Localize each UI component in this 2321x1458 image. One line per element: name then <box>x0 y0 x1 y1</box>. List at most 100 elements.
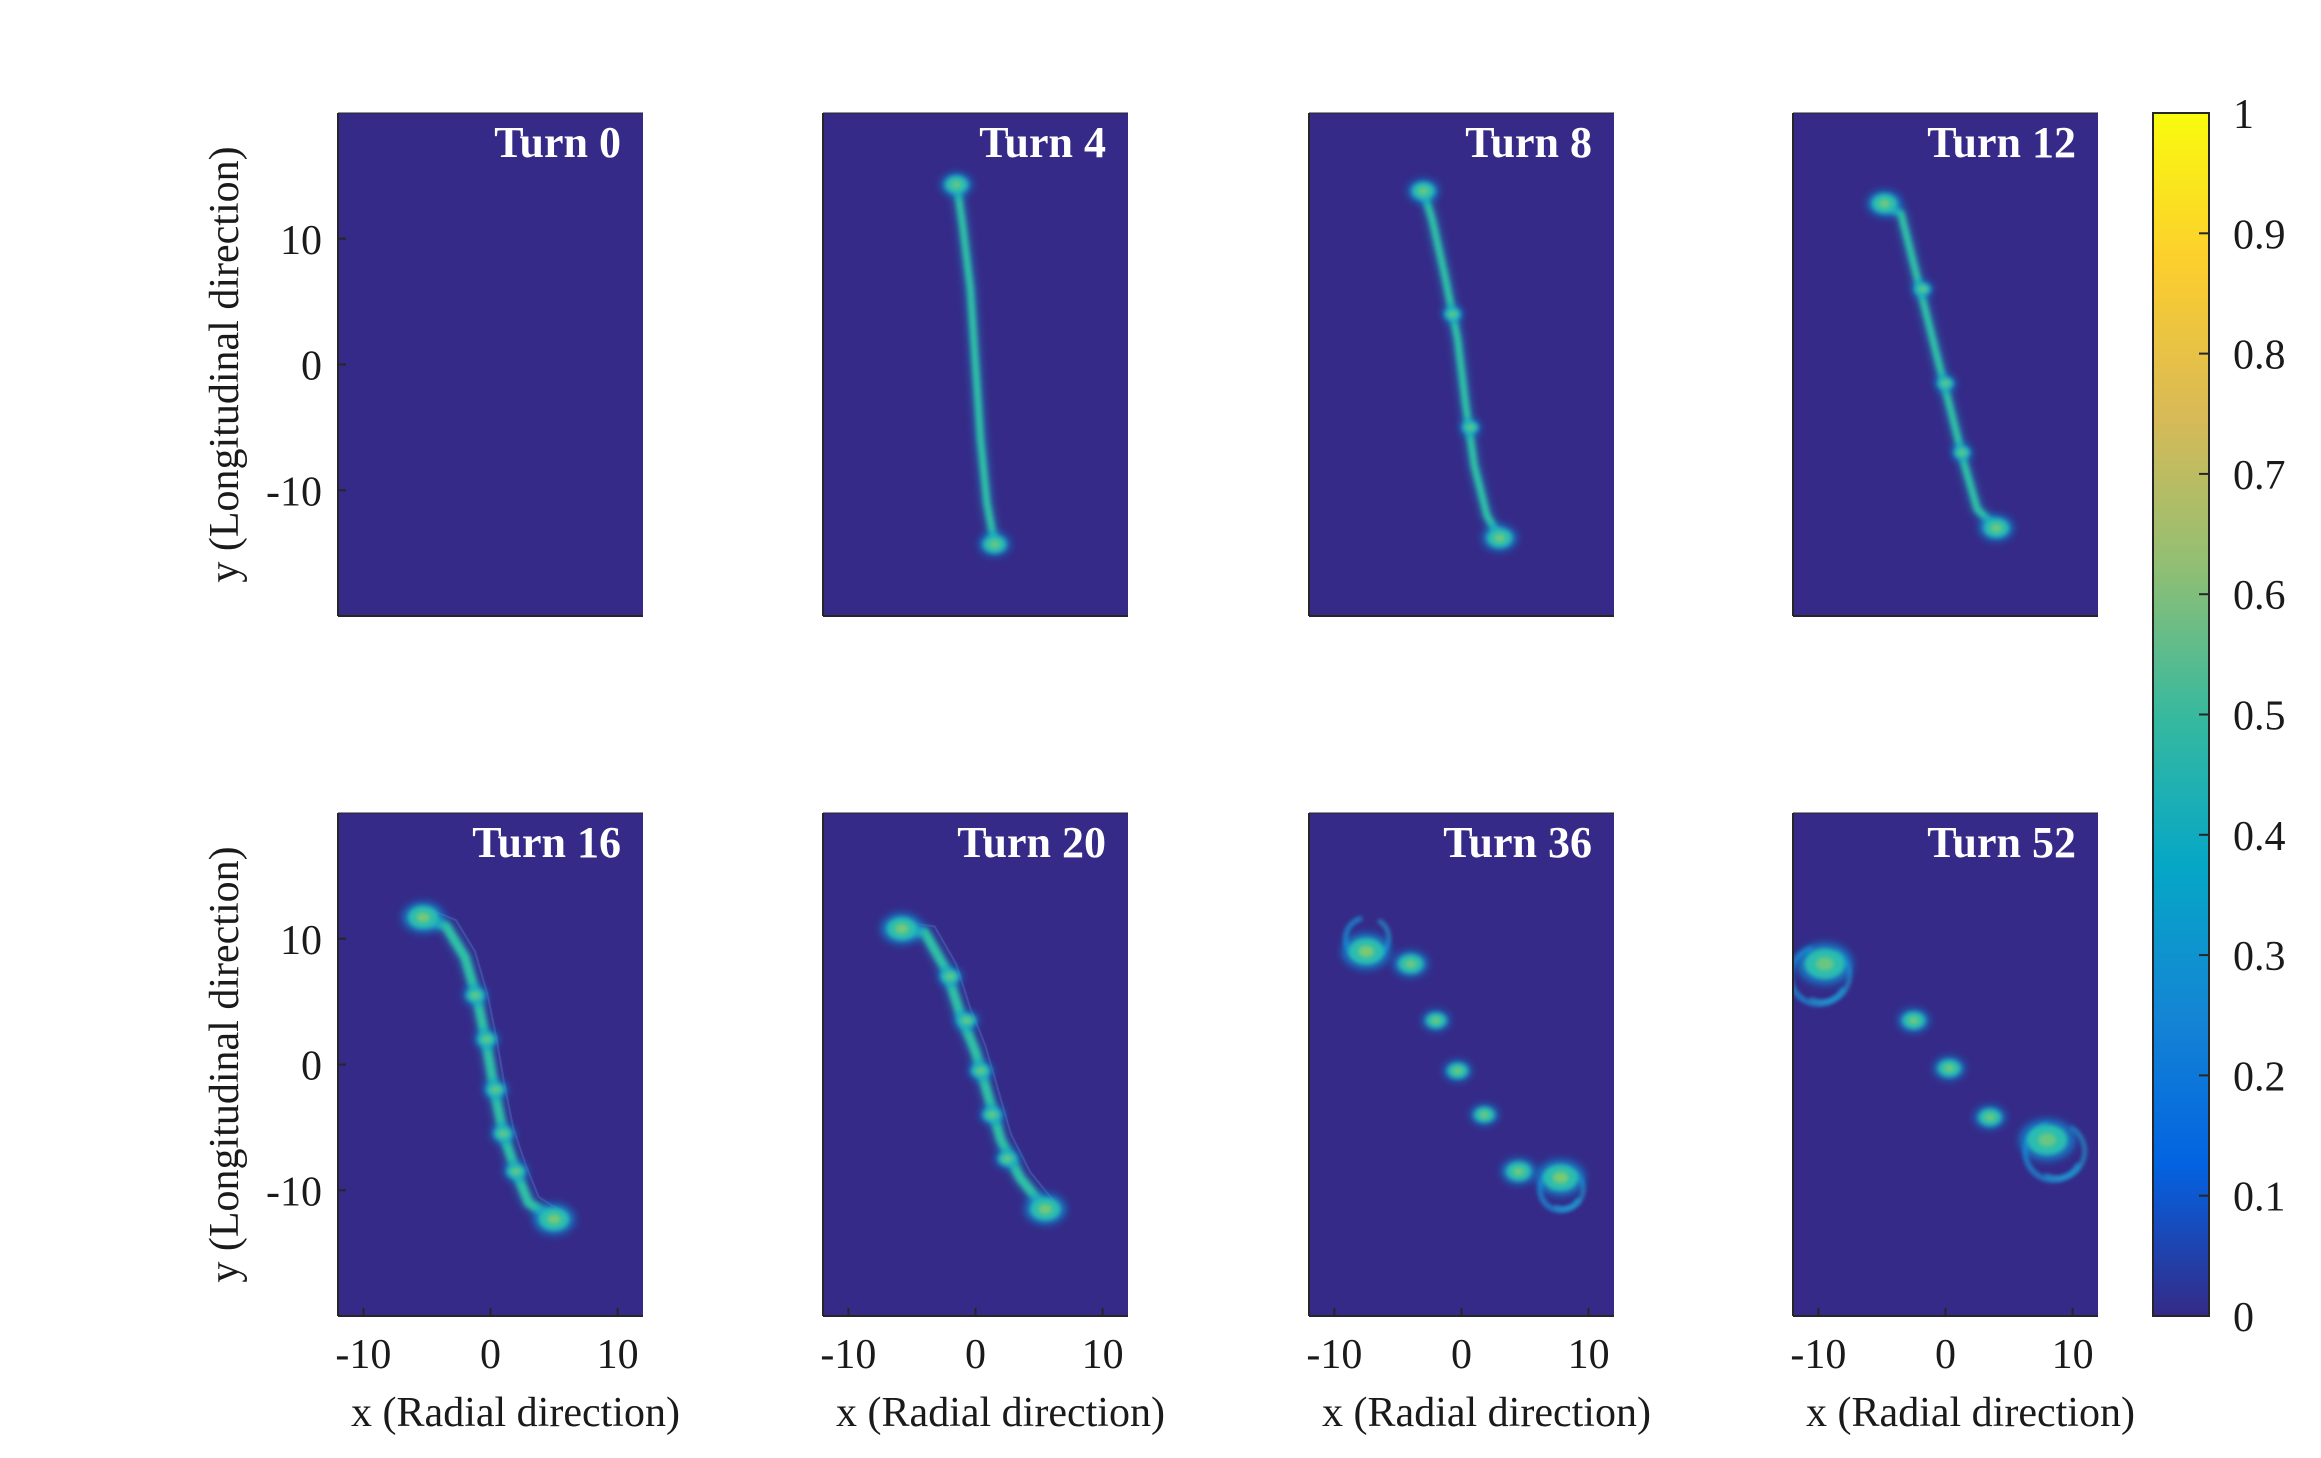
y-tick-label: 10 <box>280 218 322 264</box>
colorbar-tick-label: 0.9 <box>2233 212 2286 258</box>
panel-field <box>1793 942 2087 1183</box>
vortex-blob-core <box>499 1130 508 1137</box>
colorbar-tick-label: 0.5 <box>2233 694 2286 740</box>
vortex-blob-core <box>894 923 909 934</box>
x-axis-title: x (Radial direction) <box>1322 1390 1651 1436</box>
vortex-blob-core <box>1404 959 1417 969</box>
panel-field <box>1341 915 1586 1213</box>
vortex-blob-core <box>989 540 1000 549</box>
vortex-blob-core <box>1358 945 1375 958</box>
x-tick-label: -10 <box>820 1332 876 1378</box>
panel-turn-12: Turn 12 <box>1792 112 2098 617</box>
vortex-blob-core <box>1942 380 1949 386</box>
vortex-blob-core <box>2038 1133 2057 1147</box>
panel-turn-52: Turn 52 <box>1792 812 2098 1317</box>
vortex-blob-core <box>511 1168 520 1175</box>
vortex-blob-core <box>1878 199 1891 208</box>
x-tick-label: -10 <box>1790 1332 1846 1378</box>
vortex-blob-core <box>1552 1171 1569 1184</box>
x-tick-label: 10 <box>1568 1332 1610 1378</box>
vortex-blob-core <box>1984 1113 1996 1122</box>
y-tick-label: 10 <box>280 918 322 964</box>
x-tick-label: 10 <box>597 1332 639 1378</box>
y-tick-label: 0 <box>301 1044 322 1090</box>
vortex-ring <box>2044 1125 2087 1181</box>
panel-grid: Turn 0 Turn 4 Turn 8 Turn 12 Turn 16 Turn 20 T… <box>337 112 2098 1317</box>
vortex-blob-core <box>416 912 431 923</box>
colorbar-tick-label: 1 <box>2233 92 2254 138</box>
vortex-blob-core <box>471 992 480 999</box>
x-tick-label: 0 <box>965 1332 986 1378</box>
colorbar-tick-label: 0.2 <box>2233 1054 2286 1100</box>
vortex-blob-core <box>1431 1017 1441 1024</box>
vortex-blob-core <box>1958 449 1966 456</box>
panel-title: Turn 16 <box>472 818 621 867</box>
colorbar: 0 0.1 0.2 0.3 0.4 0.5 0.6 0.7 0.8 0.9 1 <box>2152 92 2286 1341</box>
filament <box>1419 187 1504 542</box>
panel-turn-36: Turn 36 <box>1308 812 1614 1317</box>
vortex-blob-core <box>1466 424 1474 430</box>
vortex-blob-core <box>1512 1167 1525 1176</box>
filament <box>952 178 999 548</box>
x-tick-label: 10 <box>1082 1332 1124 1378</box>
x-axis-title: x (Radial direction) <box>836 1390 1165 1436</box>
colorbar-tick-label: 0.7 <box>2233 453 2286 499</box>
panel-title: Turn 0 <box>494 118 621 167</box>
y-axis-title: y (Longitudinal direction) <box>202 146 248 582</box>
panel-field <box>1866 190 2015 542</box>
panel-title: Turn 20 <box>957 818 1106 867</box>
panel-turn-4: Turn 4 <box>822 112 1128 617</box>
y-tick-label: 0 <box>301 344 322 390</box>
vortex-blob-core <box>1003 1155 1012 1162</box>
y-tick-label: -10 <box>266 1169 322 1215</box>
panel-field <box>1407 178 1518 552</box>
y-tick-label: -10 <box>266 469 322 515</box>
vortex-blob-core <box>976 1067 985 1074</box>
y-axis-title: y (Longitudinal direction) <box>202 846 248 1282</box>
filament-trace <box>430 909 565 1215</box>
vortex-blob-core <box>1453 1067 1463 1075</box>
panel-turn-8: Turn 8 <box>1308 112 1614 617</box>
colorbar-tick-label: 0.6 <box>2233 573 2286 619</box>
x-tick-label: 0 <box>1451 1332 1472 1378</box>
x-tick-label: 0 <box>480 1332 501 1378</box>
panel-title: Turn 52 <box>1927 818 2076 867</box>
vortex-blob-core <box>1038 1203 1053 1215</box>
panel-title: Turn 36 <box>1443 818 1592 867</box>
vortex-blob-core <box>1493 533 1506 543</box>
y-axis-labels: 10 0 -10 y (Longitudinal direction) 10 0 -10 y … <box>202 146 322 1282</box>
x-tick-label: 0 <box>1935 1332 1956 1378</box>
colorbar-tick-label: 0.3 <box>2233 934 2286 980</box>
x-axis-title: x (Radial direction) <box>351 1390 680 1436</box>
panel-title: Turn 8 <box>1465 118 1592 167</box>
colorbar-tick-label: 0.1 <box>2233 1175 2286 1221</box>
vortex-blob-core <box>1919 286 1927 292</box>
panel-turn-20: Turn 20 <box>822 812 1128 1317</box>
vortex-blob-core <box>547 1214 561 1225</box>
panel-field <box>880 912 1067 1226</box>
x-axis-labels: -10 0 10 x (Radial direction) -10 0 10 x (Radia… <box>335 1332 2135 1436</box>
vortex-blob-core <box>1815 957 1834 971</box>
x-tick-label: -10 <box>1306 1332 1362 1378</box>
vortex-blob-core <box>491 1086 500 1093</box>
vortex-blob-core <box>1418 187 1429 195</box>
vortex-blob-core <box>946 973 955 980</box>
panel-field <box>401 901 576 1236</box>
filament-trace <box>909 921 1057 1204</box>
colorbar-tick-label: 0.8 <box>2233 333 2286 379</box>
x-axis-title: x (Radial direction) <box>1806 1390 2135 1436</box>
panel-title: Turn 4 <box>979 118 1106 167</box>
x-tick-label: 10 <box>2052 1332 2094 1378</box>
filament <box>1878 200 2000 532</box>
panel-turn-16: Turn 16 <box>337 812 643 1317</box>
colorbar-tick-label: 0 <box>2233 1295 2254 1341</box>
vortex-blob-core <box>951 180 962 189</box>
x-tick-label: -10 <box>335 1332 391 1378</box>
panel-turn-0: Turn 0 <box>337 112 643 617</box>
vortex-blob-core <box>482 1036 491 1043</box>
panel-field <box>940 172 1011 557</box>
panel-title: Turn 12 <box>1927 118 2076 167</box>
vortex-blob-core <box>1990 523 2003 533</box>
vortex-blob-core <box>988 1111 997 1118</box>
